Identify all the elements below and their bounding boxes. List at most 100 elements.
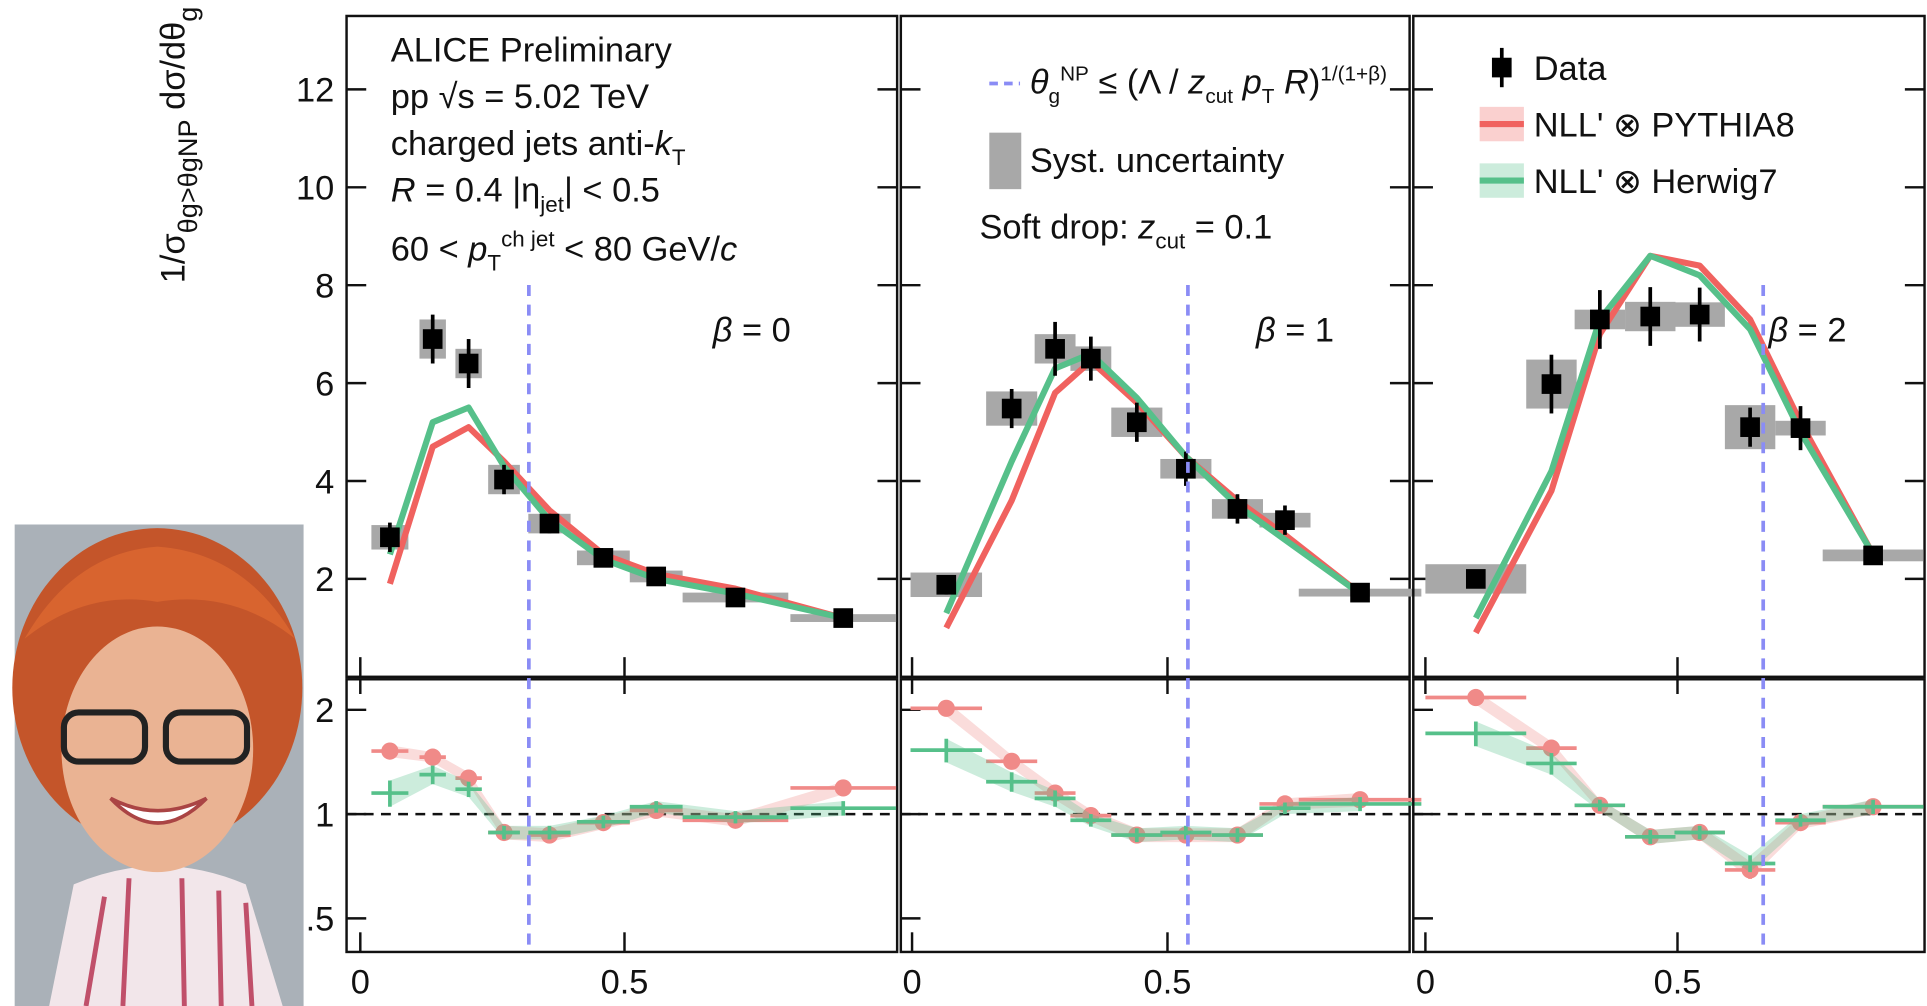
text-segment: jet (539, 192, 564, 217)
text-segment: θg>θgNP (172, 119, 203, 233)
data-point (593, 548, 614, 568)
ratio-frame (899, 678, 1411, 954)
x-tick-label: 0.5 (1144, 964, 1192, 1002)
ratio-point (834, 779, 852, 797)
ratio-frame (345, 678, 899, 954)
data-point (646, 566, 667, 587)
data-point (1001, 398, 1022, 419)
ratio-band (946, 738, 1361, 843)
data-point (380, 527, 400, 548)
ratio-band (389, 765, 844, 840)
text-segment: p (467, 230, 487, 268)
text-segment: g (1049, 85, 1061, 108)
y-tick-label: 12 (296, 72, 334, 110)
ratio-y-tick-label: 1 (315, 796, 334, 834)
text-segment: g (172, 7, 203, 22)
np-legend-label: θgNP ≤ (Λ / zcut pT R)1/(1+β) (1030, 63, 1387, 108)
annotation: ALICE Preliminary (391, 31, 673, 69)
text-segment: ≤ (Λ / (1089, 63, 1188, 101)
data-point (422, 329, 443, 349)
ratio-y-tick-label: .5 (306, 901, 335, 939)
text-segment: R (391, 171, 416, 209)
ratio-point (937, 699, 955, 717)
data-point (1590, 309, 1610, 330)
text-segment: pp √s = 5.02 TeV (391, 78, 649, 116)
x-tick-label: 0.5 (601, 964, 649, 1002)
data-point (1790, 418, 1811, 438)
text-segment: T (1262, 85, 1275, 108)
text-segment: = 0.1 (1185, 208, 1272, 246)
ratio-band (389, 745, 844, 843)
text-segment: charged jets anti- (391, 125, 655, 163)
legend-label: NLL' ⊗ Herwig7 (1534, 163, 1778, 201)
data-point (1227, 499, 1248, 519)
ratio-point (1542, 739, 1561, 757)
data-point (1465, 569, 1486, 589)
data-point (1350, 582, 1370, 603)
text-segment: T (672, 145, 686, 170)
text-segment: β (712, 311, 733, 349)
ratio-band (946, 701, 1361, 843)
x-tick-label: 0 (1416, 964, 1435, 1002)
text-segment: θ (1030, 63, 1049, 101)
data-point (1275, 510, 1295, 530)
y-tick-label: 4 (315, 463, 334, 501)
plot-frame (345, 14, 899, 679)
legend-label: NLL' ⊗ PYTHIA8 (1534, 106, 1795, 144)
ratio-frame (1412, 678, 1926, 954)
text-segment: ALICE Preliminary (391, 31, 673, 69)
data-point (1740, 417, 1760, 437)
y-tick-label: 2 (315, 561, 334, 599)
plot-frame (899, 14, 1411, 679)
beta-label: β = 1 (1255, 311, 1334, 349)
model-line (386, 404, 844, 622)
beta-label: β = 2 (1767, 311, 1846, 349)
text-segment: z (1137, 208, 1155, 246)
data-point (494, 469, 514, 490)
text-segment: dσ/dθ (154, 22, 192, 120)
text-segment: NP (1060, 63, 1089, 86)
text-segment: ) (1309, 63, 1320, 101)
data-point (458, 353, 479, 374)
portrait-photo (12, 524, 304, 1006)
data-point (1045, 339, 1065, 359)
data-point (725, 587, 746, 608)
text-segment: p (1233, 63, 1262, 101)
data-point (1640, 306, 1661, 327)
data-point (1126, 412, 1147, 433)
x-tick-label: 0 (902, 964, 921, 1002)
text-segment: 1/σ (154, 233, 192, 283)
text-segment: β (1767, 311, 1788, 349)
annotation: charged jets anti-kT (391, 125, 686, 170)
model-line (943, 350, 1362, 615)
x-tick-label: 0.5 (1654, 964, 1702, 1002)
legend-label: Data (1534, 50, 1608, 88)
y-tick-label: 6 (315, 365, 334, 403)
data-point (1081, 348, 1101, 369)
text-segment: | < 0.5 (564, 171, 660, 209)
ratio-y-tick-label: 2 (315, 692, 334, 730)
legend-label: Syst. uncertainty (1030, 142, 1285, 180)
y-tick-label: 8 (315, 267, 334, 305)
text-segment: < 80 GeV/ (555, 230, 721, 268)
ratio-point (424, 748, 442, 766)
legend-syst-box (989, 132, 1022, 190)
text-segment: 1/(1+β) (1320, 63, 1387, 86)
text-segment: c (720, 230, 737, 268)
x-tick-label: 0 (351, 964, 370, 1002)
ratio-point (381, 742, 399, 760)
text-segment: = 1 (1276, 311, 1334, 349)
text-segment: cut (1205, 85, 1233, 108)
ratio-point (1003, 752, 1021, 770)
text-segment: k (655, 125, 674, 163)
ratio-band (1475, 690, 1874, 879)
text-segment: = 0.4 |η (416, 171, 541, 209)
data-point (539, 513, 560, 534)
data-point (1689, 304, 1710, 325)
annotation: pp √s = 5.02 TeV (391, 78, 649, 116)
annotation: 60 < pTch jet < 80 GeV/c (391, 227, 737, 276)
beta-label: β = 0 (712, 311, 791, 349)
annotation: R = 0.4 |ηjet| < 0.5 (391, 171, 660, 216)
text-segment: ch jet (501, 227, 555, 252)
